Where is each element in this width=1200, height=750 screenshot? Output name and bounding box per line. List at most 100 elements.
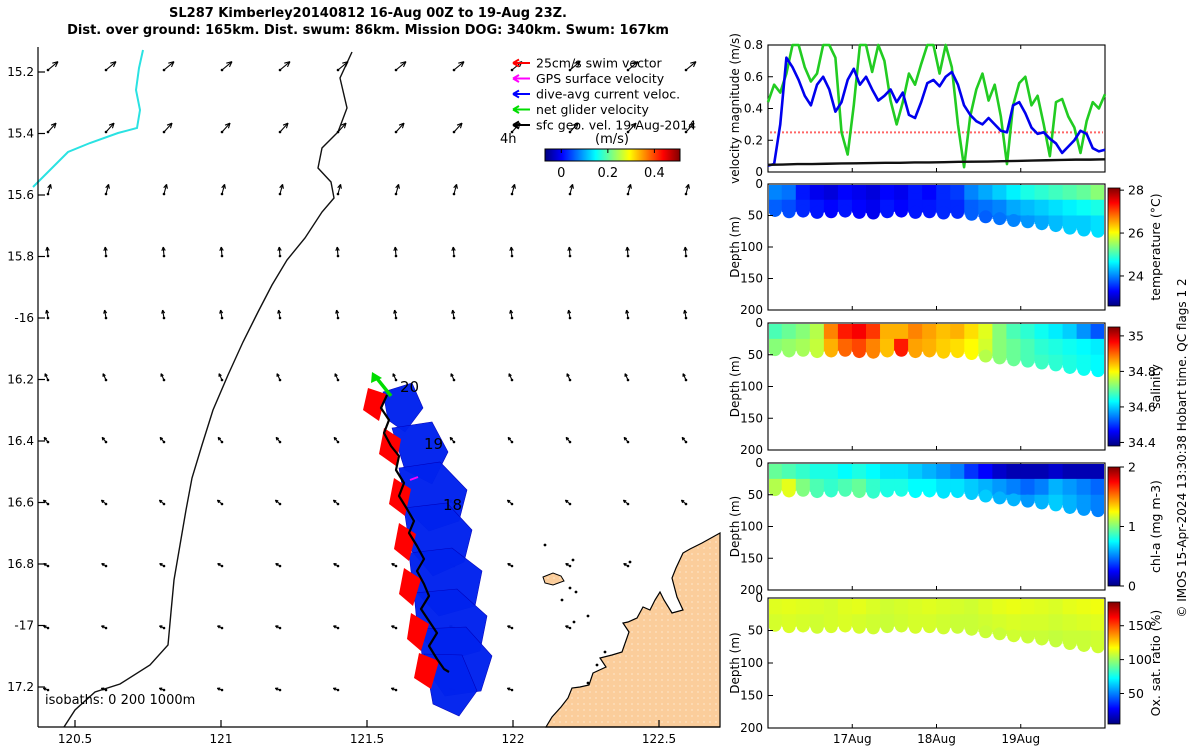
arrow-base-dot xyxy=(46,502,50,506)
heat-cell xyxy=(1076,199,1092,216)
arrow-head xyxy=(507,625,510,629)
bottom-scallop xyxy=(838,204,852,218)
bottom-scallop xyxy=(1035,632,1049,646)
geo-velocity-arrow-icon xyxy=(506,687,514,692)
geo-velocity-arrow-icon xyxy=(333,562,340,568)
surface-scallop xyxy=(838,464,853,473)
arrow-base-dot xyxy=(162,502,166,506)
arrow-head xyxy=(158,687,162,691)
surface-scallop xyxy=(964,324,979,333)
bottom-scallop xyxy=(1091,640,1104,654)
oxygen-saturation-heatmap xyxy=(769,599,1104,654)
arrow-base-dot xyxy=(162,130,166,134)
geo-velocity-arrow-icon xyxy=(43,625,50,630)
arrow-head xyxy=(274,499,278,504)
arrow-head xyxy=(216,499,220,504)
surface-scallop xyxy=(978,324,993,333)
lat-tick-label: 16.8 xyxy=(7,557,34,571)
arrow-head xyxy=(572,122,579,126)
arrow-head xyxy=(460,61,465,68)
arrow-base-dot xyxy=(510,68,514,72)
bottom-scallop xyxy=(796,483,810,497)
bottom-scallop xyxy=(880,344,894,358)
arrow-base-dot xyxy=(104,130,108,134)
geo-velocity-arrow-icon xyxy=(278,61,291,72)
legend-item-label: 25cm/s swim vector xyxy=(536,56,663,71)
arrow-head xyxy=(565,437,568,441)
arrow-shaft xyxy=(163,61,175,71)
arrow-head xyxy=(344,61,349,68)
arrow-head xyxy=(108,184,110,189)
geo-velocity-arrow-icon xyxy=(44,373,50,382)
arrow-base-dot xyxy=(452,192,456,196)
arrow-base-dot xyxy=(104,502,108,506)
bottom-scallop xyxy=(1007,629,1021,643)
geo-velocity-arrow-icon xyxy=(509,309,514,320)
arrow-head xyxy=(166,122,173,126)
arrow-head xyxy=(43,625,46,629)
heat-cell xyxy=(992,614,1008,631)
arrow-head xyxy=(279,183,284,189)
copyright-note: © IMOS 15-Apr-2024 13:30:38 Hobart time.… xyxy=(1175,278,1189,617)
arrow-base-dot xyxy=(278,316,282,320)
salinity-heatmap xyxy=(769,324,1104,378)
geo-velocity-arrow-icon xyxy=(684,122,695,134)
geo-velocity-arrow-icon xyxy=(335,246,340,258)
arrow-base-dot xyxy=(278,378,282,382)
geo-velocity-arrow-icon xyxy=(45,309,50,320)
depth-tick-label: 150 xyxy=(740,272,763,286)
arrow-head xyxy=(458,61,465,64)
arrow-base-dot xyxy=(336,564,340,568)
arrow-head xyxy=(342,61,349,64)
lat-tick-label: 17.2 xyxy=(7,680,34,694)
arrow-head xyxy=(224,184,226,189)
arrow-head xyxy=(451,309,454,314)
arrow-head xyxy=(576,61,581,68)
geo-velocity-arrow-icon xyxy=(565,625,572,630)
arrow-head xyxy=(688,184,690,189)
geo-velocity-arrow-icon xyxy=(103,246,108,258)
arrow-head xyxy=(159,563,162,567)
bottom-scallop xyxy=(824,344,838,358)
heat-cell xyxy=(1090,338,1104,356)
bottom-scallop xyxy=(810,620,824,634)
geo-velocity-arrow-icon xyxy=(101,562,108,568)
bottom-scallop xyxy=(880,620,894,634)
bottom-scallop xyxy=(1049,358,1063,372)
bottom-scallop xyxy=(979,349,993,363)
arrow-shaft xyxy=(453,122,463,133)
legend-item: 25cm/s swim vector xyxy=(512,56,663,71)
arrow-base-dot xyxy=(220,626,224,630)
arrow-head xyxy=(47,183,52,189)
arrow-head xyxy=(685,183,690,189)
bottom-scallop xyxy=(852,485,866,499)
surface-scallop xyxy=(1090,599,1104,608)
arrow-head xyxy=(103,309,106,314)
legend-arrow-head xyxy=(512,120,520,126)
geo-velocity-arrow-icon xyxy=(507,562,514,568)
arrow-shaft xyxy=(221,122,231,133)
bottom-scallop xyxy=(965,486,979,500)
arrow-base-dot xyxy=(104,626,108,630)
geo-velocity-arrow-icon xyxy=(683,246,688,258)
arrow-head xyxy=(391,563,394,567)
arrow-head xyxy=(459,122,463,129)
arrow-head xyxy=(333,437,336,441)
swim-vector-patch xyxy=(399,568,421,606)
arrow-shaft xyxy=(278,310,281,319)
bottom-scallop xyxy=(838,483,852,497)
geo-velocity-arrow-icon xyxy=(275,625,282,630)
arrow-base-dot xyxy=(510,254,514,258)
geo-velocity-arrow-icon xyxy=(565,562,572,568)
geo-velocity-arrow-icon xyxy=(684,61,697,72)
arrow-base-dot xyxy=(626,68,630,72)
bottom-scallop xyxy=(824,620,838,634)
geo-velocity-arrow-icon xyxy=(568,122,579,134)
geo-velocity-arrow-icon xyxy=(42,687,50,692)
bottom-scallop xyxy=(908,345,922,359)
depth-tick-label: 200 xyxy=(740,303,763,317)
bottom-scallop xyxy=(782,344,796,358)
geo-velocity-arrow-icon xyxy=(104,183,110,196)
surface-scallop xyxy=(824,464,839,473)
arrow-base-dot xyxy=(684,502,688,506)
